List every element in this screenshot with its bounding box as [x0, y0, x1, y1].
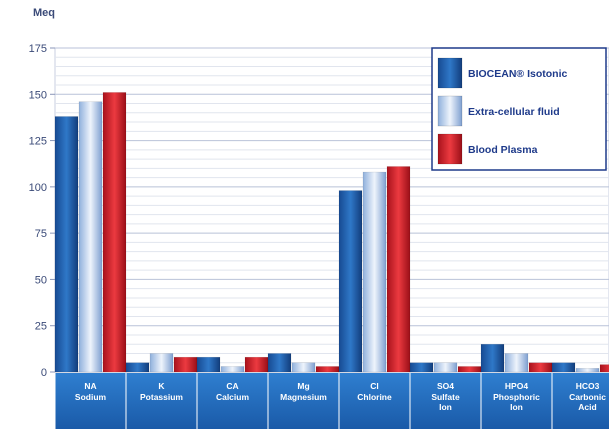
bar-plasma: [457, 366, 482, 373]
y-tick-label: 75: [35, 228, 47, 240]
bar-extracellular: [78, 101, 103, 373]
category-cell: [268, 373, 339, 429]
category-symbol: SO4: [437, 381, 454, 391]
category-name: Calcium: [216, 392, 250, 402]
category-cell: [481, 373, 552, 429]
category-symbol: Mg: [297, 381, 309, 391]
bar-extracellular: [291, 362, 316, 373]
y-tick-label: 150: [29, 89, 47, 101]
category-symbol: CA: [226, 381, 238, 391]
category-symbol: HCO3: [576, 381, 600, 391]
legend-label: Blood Plasma: [468, 144, 538, 156]
category-name: Sodium: [75, 392, 107, 402]
bar-extracellular: [504, 353, 529, 373]
y-tick-label: 50: [35, 274, 47, 286]
legend-swatch: [437, 133, 463, 165]
category-name: Acid: [578, 402, 596, 412]
y-tick-label: 100: [29, 182, 47, 194]
bars: [54, 92, 609, 373]
category-name: Ion: [439, 402, 452, 412]
category-cell: [410, 373, 481, 429]
y-tick-label: 25: [35, 321, 47, 333]
bar-biocean: [54, 116, 79, 373]
bar-biocean: [338, 190, 363, 373]
category-symbol: HPO4: [505, 381, 528, 391]
bar-extracellular: [575, 368, 600, 373]
category-name: Chlorine: [357, 392, 392, 402]
legend: BIOCEAN® Isotonic Extra-cellular fluid Blo…: [431, 47, 607, 171]
bar-plasma: [102, 92, 127, 373]
category-name: Phosphoric: [493, 392, 540, 402]
y-axis: 0 25 50 75 100 125 150 175: [29, 43, 55, 379]
bar-extracellular: [433, 362, 458, 373]
category-cell: [339, 373, 410, 429]
legend-label: BIOCEAN® Isotonic: [468, 68, 567, 80]
bar-extracellular: [220, 366, 245, 373]
bar-biocean: [196, 356, 221, 373]
bar-plasma: [386, 166, 411, 373]
category-name: Carbonic: [569, 392, 606, 402]
category-symbol: K: [158, 381, 165, 391]
category-name: Magnesium: [280, 392, 327, 402]
unit-label: Meq: [33, 7, 55, 19]
category-cell: [552, 373, 609, 429]
bar-plasma: [528, 362, 553, 373]
bar-plasma: [315, 366, 340, 373]
legend-label: Extra-cellular fluid: [468, 106, 560, 118]
category-cell: [197, 373, 268, 429]
legend-swatch: [437, 95, 463, 127]
bar-extracellular: [362, 171, 387, 373]
category-symbol: NA: [84, 381, 96, 391]
category-cell: [55, 373, 126, 429]
legend-swatch: [437, 57, 463, 89]
category-symbol: Cl: [370, 381, 379, 391]
bar-biocean: [480, 343, 505, 373]
y-tick-label: 175: [29, 43, 47, 55]
category-name: Sulfate: [431, 392, 460, 402]
bar-extracellular: [149, 353, 174, 373]
bar-biocean: [125, 362, 150, 373]
category-name: Potassium: [140, 392, 183, 402]
category-name: Ion: [510, 402, 523, 412]
bar-biocean: [409, 362, 434, 373]
category-cell: [126, 373, 197, 429]
bar-plasma: [173, 356, 198, 373]
bar-plasma: [599, 364, 609, 373]
bar-plasma: [244, 356, 269, 373]
y-tick-label: 0: [41, 367, 47, 379]
bar-biocean: [267, 353, 292, 373]
y-tick-label: 125: [29, 136, 47, 148]
bar-biocean: [551, 362, 576, 373]
